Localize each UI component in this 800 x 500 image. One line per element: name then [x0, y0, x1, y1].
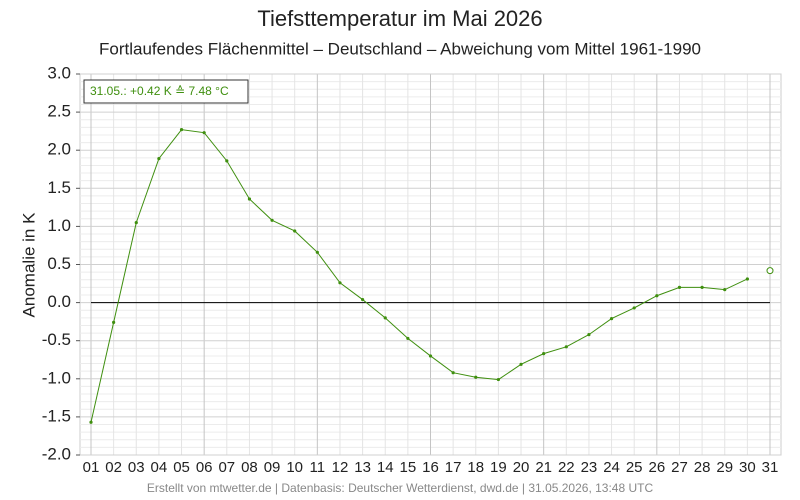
x-tick-label: 10: [286, 459, 303, 476]
x-tick-label: 13: [354, 459, 371, 476]
chart-subtitle: Fortlaufendes Flächenmittel – Deutschlan…: [99, 39, 701, 58]
y-tick-label: 0.5: [47, 254, 71, 273]
x-tick-label: 06: [196, 459, 213, 476]
point: [677, 285, 682, 289]
y-tick-label: 2.5: [47, 102, 71, 121]
x-tick-label: 03: [128, 459, 145, 476]
x-tick-label: 07: [218, 459, 235, 476]
y-tick-label: 1.0: [47, 216, 71, 235]
point: [134, 220, 138, 225]
point: [338, 281, 342, 285]
point: [157, 156, 161, 161]
point: [766, 267, 774, 275]
y-tick-label: -1.5: [42, 406, 71, 425]
point: [361, 297, 365, 302]
x-tick-label: 27: [671, 459, 688, 476]
footer: Erstellt von mtwetter.de | Datenbasis: D…: [147, 481, 654, 495]
point: [406, 336, 410, 341]
x-tick-label: 14: [377, 459, 394, 476]
y-tick-label: 3.0: [47, 63, 71, 82]
point: [609, 317, 614, 321]
point: [112, 320, 116, 325]
point: [632, 306, 636, 310]
point: [179, 128, 184, 132]
point: [745, 277, 749, 281]
x-tick-label: 31: [762, 459, 779, 476]
point: [587, 333, 591, 337]
marks: [89, 128, 774, 424]
annotation-box: [83, 79, 249, 104]
x-tick-label: 23: [581, 459, 598, 476]
point: [519, 362, 523, 366]
point: [315, 250, 319, 254]
point: [700, 285, 704, 289]
x-tick-label: 18: [467, 459, 484, 476]
point: [247, 197, 252, 201]
x-tick-label: 09: [264, 459, 281, 476]
y-tick-label: -2.0: [42, 444, 71, 463]
x-tick-label: 19: [490, 459, 507, 476]
x-tick-label: 12: [332, 459, 349, 476]
point: [383, 316, 387, 320]
point: [270, 218, 274, 222]
x-tick-label: 21: [535, 459, 552, 476]
y-tick-label: -1.0: [42, 368, 71, 387]
x-tick-label: 29: [716, 459, 733, 476]
point: [564, 345, 568, 349]
x-tick-label: 25: [626, 459, 643, 476]
x-tick-label: 22: [558, 459, 575, 476]
point: [202, 131, 206, 135]
point: [542, 352, 546, 356]
point: [655, 294, 659, 298]
y-tick-label: -0.5: [42, 330, 71, 349]
x-tick-label: 24: [603, 459, 620, 476]
point: [723, 288, 727, 292]
x-tick-label: 15: [400, 459, 417, 476]
x-tick-label: 28: [694, 459, 711, 476]
point: [225, 159, 229, 163]
x-tick-label: 26: [648, 459, 665, 476]
y-tick-label: 1.5: [47, 178, 71, 197]
annotation: 31.05.: +0.42 K ≙ 7.48 °C: [90, 84, 229, 98]
x-tick-label: 30: [739, 459, 756, 476]
x-tick-label: 16: [422, 459, 439, 476]
y-axis-label: Anomalie in K: [19, 212, 38, 318]
point: [293, 229, 297, 233]
chart-title: Tiefsttemperatur im Mai 2026: [257, 6, 542, 31]
x-tick-label: 17: [445, 459, 462, 476]
point: [89, 420, 93, 424]
series-line: [90, 129, 748, 423]
x-tick-label: 11: [310, 459, 326, 476]
point: [474, 375, 478, 379]
y-tick-label: 0.0: [47, 292, 71, 311]
x-tick-label: 05: [173, 459, 190, 476]
y-tick-label: 2.0: [47, 140, 71, 159]
x-tick-label: 04: [151, 459, 168, 476]
x-tick-label: 20: [513, 459, 530, 476]
x-tick-label: 01: [83, 459, 100, 476]
x-tick-label: 08: [241, 459, 258, 476]
point: [496, 377, 500, 382]
grid: 01 02 03 04 05 06 07 08 09 10 11 12 13 14 15 16 17 18 19 20…: [42, 63, 782, 476]
point: [451, 371, 455, 375]
x-tick-label: 02: [105, 459, 122, 476]
point: [428, 354, 433, 358]
